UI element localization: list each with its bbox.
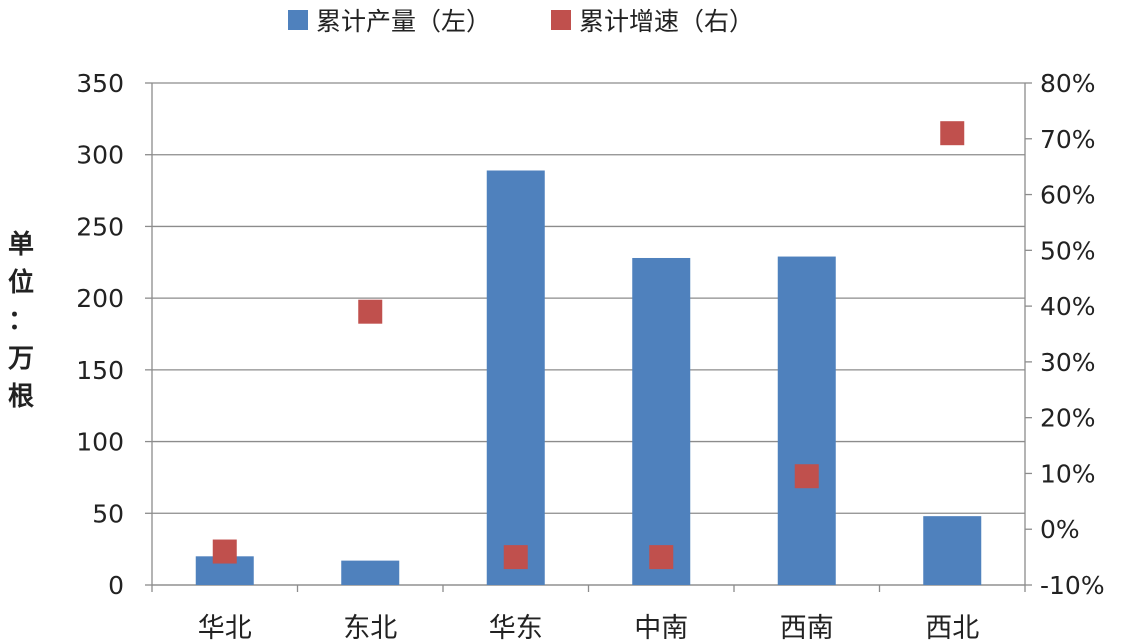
left-tick-label: 50	[92, 499, 124, 528]
y-axis-title-char: 单	[7, 230, 34, 260]
left-tick-label: 350	[76, 69, 124, 98]
legend-swatch-growth	[551, 10, 572, 30]
marker	[649, 545, 674, 570]
bar	[341, 560, 400, 585]
legend: 累计产量（左） 累计增速（右）	[288, 2, 814, 38]
right-tick-label: 10%	[1040, 459, 1096, 488]
legend-item-production: 累计产量（左）	[288, 2, 491, 38]
right-tick-label: 40%	[1040, 292, 1096, 321]
left-tick-label: 150	[76, 356, 124, 385]
x-tick-label: 西南	[780, 613, 834, 644]
bar	[923, 516, 982, 585]
right-tick-label: 30%	[1040, 348, 1096, 377]
marker	[212, 539, 237, 564]
legend-swatch-production	[288, 10, 308, 30]
marker	[503, 545, 528, 570]
marker	[794, 464, 819, 489]
left-tick-label: 200	[76, 284, 124, 313]
y-axis-title-char: ：	[7, 306, 34, 336]
right-tick-label: -10%	[1040, 571, 1105, 600]
marker	[358, 299, 383, 324]
x-tick-label: 西北	[925, 613, 979, 644]
x-tick-label: 华北	[198, 613, 252, 644]
right-tick-label: 20%	[1040, 404, 1096, 433]
marker	[940, 121, 965, 146]
right-tick-label: 80%	[1040, 69, 1096, 98]
x-tick-label: 华东	[489, 613, 543, 644]
left-tick-label: 100	[76, 428, 124, 457]
bar	[486, 170, 545, 585]
bar	[632, 257, 691, 585]
x-tick-label: 东北	[343, 613, 397, 644]
legend-label-growth: 累计增速（右）	[579, 7, 755, 36]
legend-item-growth: 累计增速（右）	[551, 2, 754, 38]
left-tick-label: 0	[108, 571, 124, 600]
left-tick-label: 300	[76, 141, 124, 170]
right-tick-label: 70%	[1040, 125, 1096, 154]
left-tick-label: 250	[76, 212, 124, 241]
bar	[777, 256, 836, 585]
y-axis-title-char: 位	[7, 268, 34, 298]
legend-label-production: 累计产量（左）	[316, 7, 492, 36]
x-tick-label: 中南	[634, 613, 688, 644]
right-tick-label: 0%	[1040, 515, 1080, 544]
y-axis-title-char: 根	[7, 382, 34, 412]
right-tick-label: 50%	[1040, 236, 1096, 265]
y-axis-title: 单 位 ： 万 根	[4, 226, 38, 416]
right-tick-label: 60%	[1040, 181, 1096, 210]
y-axis-title-char: 万	[7, 344, 34, 374]
